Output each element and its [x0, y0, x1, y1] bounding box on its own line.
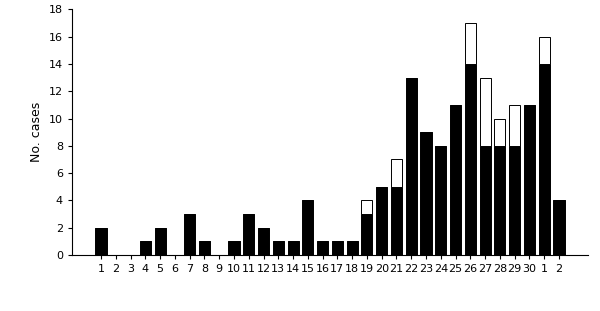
Bar — [539, 64, 550, 255]
Bar — [465, 23, 476, 64]
Y-axis label: No. cases: No. cases — [30, 102, 43, 162]
Bar — [391, 187, 402, 255]
Bar — [494, 146, 505, 255]
Bar — [406, 77, 417, 255]
Bar — [258, 228, 269, 255]
Bar — [347, 241, 358, 255]
Bar — [95, 228, 107, 255]
Bar — [494, 118, 505, 146]
Bar — [465, 64, 476, 255]
Bar — [184, 214, 195, 255]
Bar — [332, 241, 343, 255]
Bar — [421, 132, 431, 255]
Bar — [435, 146, 446, 255]
Bar — [391, 160, 402, 187]
Bar — [317, 241, 328, 255]
Bar — [539, 37, 550, 64]
Bar — [509, 146, 520, 255]
Bar — [140, 241, 151, 255]
Bar — [479, 77, 491, 146]
Bar — [287, 241, 299, 255]
Bar — [273, 241, 284, 255]
Bar — [155, 228, 166, 255]
Bar — [376, 187, 387, 255]
Bar — [509, 105, 520, 146]
Bar — [302, 200, 313, 255]
Bar — [243, 214, 254, 255]
Bar — [524, 105, 535, 255]
Bar — [199, 241, 210, 255]
Bar — [450, 105, 461, 255]
Bar — [229, 241, 239, 255]
Bar — [479, 146, 491, 255]
Bar — [361, 200, 373, 214]
Bar — [553, 200, 565, 255]
Bar — [361, 214, 373, 255]
